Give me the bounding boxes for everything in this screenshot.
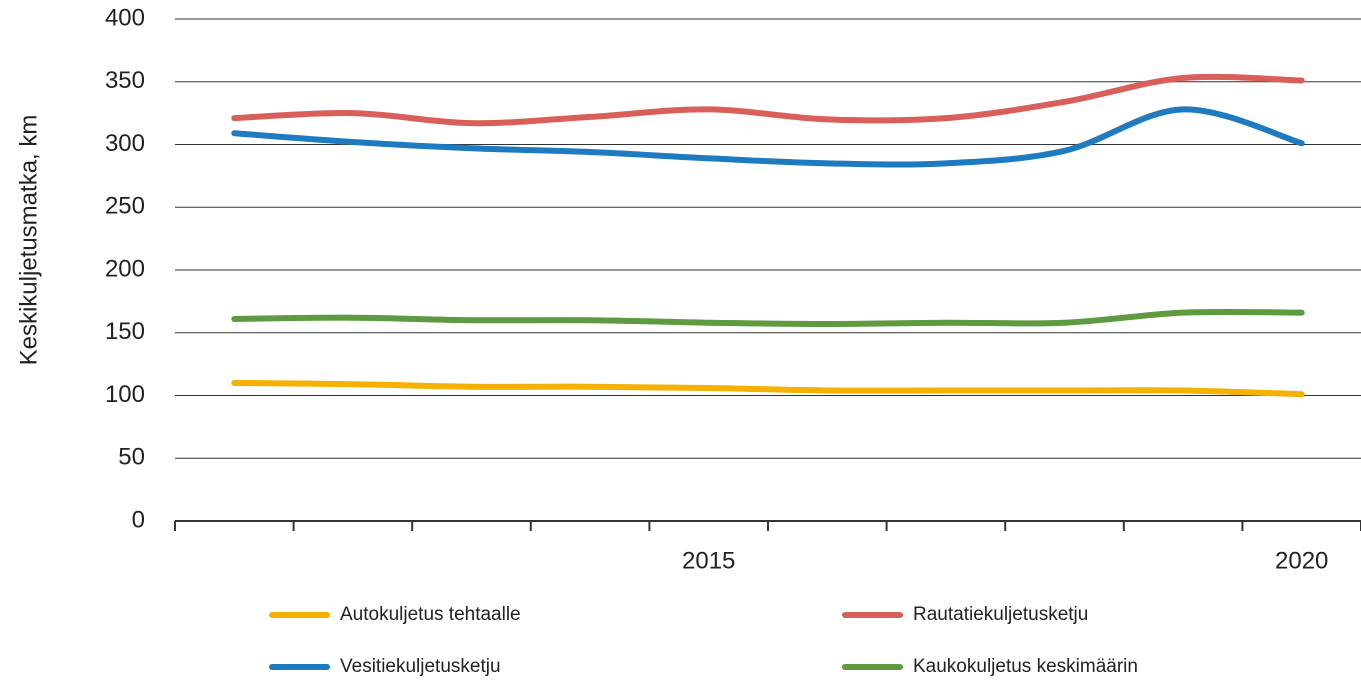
y-tick-label: 150	[105, 318, 145, 345]
series-line	[231, 73, 1305, 127]
y-tick-label: 400	[105, 4, 145, 31]
y-tick-label: 350	[105, 67, 145, 94]
legend-label: Kaukokuljetus keskimäärin	[913, 656, 1138, 677]
y-axis-label: Keskikuljetusmatka, km	[15, 115, 42, 366]
y-tick-label: 0	[132, 506, 145, 533]
y-tick-label: 250	[105, 193, 145, 220]
y-tick-label: 200	[105, 255, 145, 282]
legend-label: Rautatiekuljetusketju	[913, 604, 1088, 625]
series-line	[231, 308, 1305, 327]
series-line	[231, 106, 1305, 168]
legend-label: Vesitiekuljetusketju	[340, 656, 501, 677]
legend-label: Autokuljetus tehtaalle	[340, 604, 521, 625]
y-tick-label: 300	[105, 130, 145, 157]
y-tick-label: 50	[118, 444, 145, 471]
x-tick-label: 2020	[1275, 547, 1328, 574]
y-tick-label: 100	[105, 381, 145, 408]
series-line	[231, 379, 1305, 398]
x-tick-label: 2015	[682, 547, 735, 574]
